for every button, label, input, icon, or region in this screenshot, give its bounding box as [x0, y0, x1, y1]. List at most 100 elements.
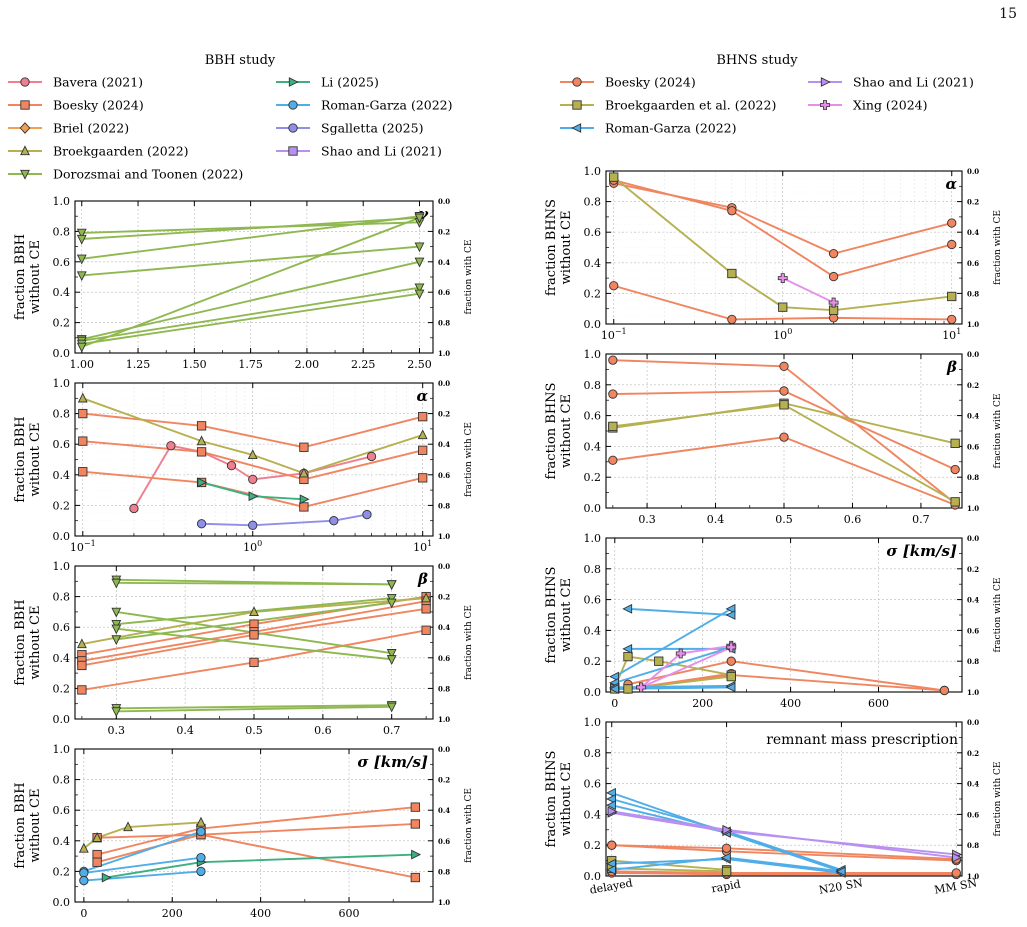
- y2-axis-label: fraction with CE: [464, 788, 474, 863]
- series-line-roman-garza-2022: [614, 608, 732, 678]
- data-point-xing-2024-shape: [726, 642, 737, 653]
- data-point-dorozsmai-and-toonen-2022: [76, 228, 87, 239]
- y-axis-label: fraction BBHwithout CE: [13, 234, 43, 320]
- panel-bhns-sigma: 0.0 1.0 0.2 0.8 0.4 0.6 0.6 0.4 0.8 0.2 1.0 0.0 0 200…: [544, 532, 1003, 710]
- data-point-roman-garza-2022: [609, 671, 619, 682]
- ticks-bbh-alpha: 0.0 1.00.2 0.80.4 0.60.6 0.40.8 0.21.0 0.010−1…: [53, 377, 451, 554]
- y2-tick-label: 0.8: [967, 657, 979, 666]
- y2-tick-label: 0.0: [438, 379, 450, 388]
- x-tick-label: rapid: [710, 878, 741, 896]
- legend-entry-briel-2022: Briel (2022): [53, 121, 129, 136]
- panel-title: α: [416, 387, 428, 405]
- x-tick-label-exponent: −1: [84, 539, 96, 548]
- series-line-roman-garza-2022: [83, 830, 202, 873]
- y-tick-label: 0.2: [584, 839, 602, 852]
- series-group-bhns-remnant: [611, 791, 957, 876]
- data-point-sgalletta-2025: [248, 520, 258, 530]
- series-line-dorozsmai-and-toonen-2022: [81, 292, 420, 345]
- data-point-boesky-2024: [78, 436, 88, 446]
- series-line-dorozsmai-and-toonen-2022: [81, 245, 420, 277]
- series-line-roman-garza-2022: [614, 684, 732, 689]
- legend-entry-xing-2024: Xing (2024): [853, 98, 928, 113]
- x-tick-label-base: 10: [243, 541, 257, 554]
- x-tick-label: 600: [868, 697, 889, 710]
- data-point-roman-garza-2022: [725, 610, 736, 620]
- panel-bhns-remnant: 0.0 1.00.2 0.80.4 0.60.6 0.40.8 0.21.0 0.0dela…: [544, 716, 1003, 897]
- y2-tick-label: 0.6: [438, 288, 450, 297]
- y-tick-label: 0.2: [584, 287, 602, 300]
- data-point-xing-2024-shape: [828, 297, 839, 308]
- legend-entry-broekgaarden-et-al-2022: Broekgaarden et al. (2022): [605, 98, 776, 113]
- data-point-boesky-2024: [418, 445, 428, 455]
- x-tick-label: 0.6: [844, 513, 862, 526]
- y-tick-label: 0.4: [53, 286, 71, 299]
- y-axis-label-line: fraction BBH: [13, 599, 28, 685]
- data-point-roman-garza-2022: [609, 683, 619, 694]
- data-point-li-2025: [197, 477, 208, 488]
- y2-axis-label: fraction with CE: [993, 394, 1003, 469]
- y-axis-label-line: without CE: [559, 762, 574, 836]
- series-line-dorozsmai-and-toonen-2022: [81, 215, 420, 260]
- panel-bbh-alpha: 0.0 1.00.2 0.80.4 0.60.6 0.40.8 0.21.0 0.010−1…: [13, 377, 474, 554]
- series-line-broekgaarden-et-al-2022: [611, 867, 727, 873]
- series-group-bbh-sigma: [83, 806, 416, 882]
- data-point-xing-2024-shape: [777, 273, 788, 283]
- y2-tick-label: 0.8: [967, 289, 979, 298]
- y2-tick-label: 0.4: [438, 440, 450, 449]
- data-point-li-2025: [101, 872, 112, 883]
- data-point-broekgaarden-et-al-2022: [950, 438, 960, 448]
- legend-marker-sgalletta-2025: [288, 123, 298, 133]
- x-tick-label: 100: [773, 327, 792, 342]
- data-point-broekgaarden-2022: [123, 821, 133, 832]
- data-point-roman-garza-2022: [622, 603, 633, 614]
- data-point-shao-and-li-2021: [607, 806, 618, 817]
- data-point-boesky-2024: [410, 819, 420, 829]
- y-tick-label: 0.4: [584, 257, 602, 270]
- legend-marker-bavera-2021: [20, 77, 30, 87]
- legend-marker-boesky-2024: [572, 77, 582, 87]
- data-point-boesky-2024: [421, 604, 431, 614]
- x-tick-label: 2.25: [351, 358, 376, 371]
- legend-entry-li-2025: Li (2025): [321, 75, 379, 90]
- markers-group-bhns-sigma: [609, 603, 950, 696]
- data-point-dorozsmai-and-toonen-2022: [414, 289, 425, 300]
- y-axis-label-line: fraction BBH: [13, 416, 28, 502]
- ticks-bbh-sigma: 0.0 1.0 0.2 0.8 0.4 0.6 0.6 0.4 0.8 0.2 1.0 0.0 0 200…: [53, 743, 451, 920]
- y-tick-label: 0.2: [53, 317, 71, 330]
- y-tick-label: 0.2: [584, 655, 602, 668]
- y-tick-label: 0.2: [53, 682, 71, 695]
- data-point-broekgaarden-et-al-2022: [727, 268, 737, 279]
- legend-marker-xing-2024: [820, 100, 830, 110]
- x-tick-label: 1.50: [182, 358, 207, 371]
- data-point-broekgaarden-2022: [249, 606, 259, 617]
- y2-tick-label: 0.0: [967, 167, 979, 176]
- data-point-li-2025: [248, 491, 259, 502]
- series-line-xing-2024: [640, 646, 732, 689]
- y-tick-label: 0.8: [53, 774, 71, 787]
- y2-tick-label: 1.0: [438, 898, 450, 907]
- x-tick-label: 2.00: [295, 358, 320, 371]
- x-tick-label: 0.5: [775, 513, 793, 526]
- y2-tick-label: 0.6: [438, 471, 450, 480]
- y-axis-label-line: fraction BHNS: [544, 383, 559, 480]
- data-point-roman-garza-2022: [196, 852, 206, 863]
- data-point-roman-garza-2022: [606, 858, 616, 869]
- data-point-boesky-2024: [92, 857, 102, 867]
- data-point-dorozsmai-and-toonen-2022: [386, 598, 397, 609]
- grid-bbh-beta: [75, 565, 433, 720]
- x-tick-label: 100: [243, 539, 262, 554]
- y-axis-label-line: fraction BHNS: [544, 751, 559, 848]
- y2-tick-label: 0.2: [967, 198, 979, 207]
- y2-tick-label: 0.0: [967, 534, 979, 543]
- y2-tick-label: 1.0: [967, 504, 979, 513]
- ticks-bhns-alpha: 0.0 1.00.2 0.80.4 0.60.6 0.40.8 0.21.0 0.010−1…: [584, 165, 980, 342]
- y-tick-label: 0.8: [584, 379, 602, 392]
- y2-tick-label: 0.2: [967, 565, 979, 574]
- data-point-bavera-2021: [366, 451, 377, 462]
- y-tick-label: 1.0: [53, 195, 71, 208]
- y2-tick-label: 1.0: [967, 688, 979, 697]
- data-point-boesky-2024: [828, 313, 839, 323]
- data-point-xing-2024: [777, 273, 788, 283]
- data-point-roman-garza-2022: [79, 875, 89, 886]
